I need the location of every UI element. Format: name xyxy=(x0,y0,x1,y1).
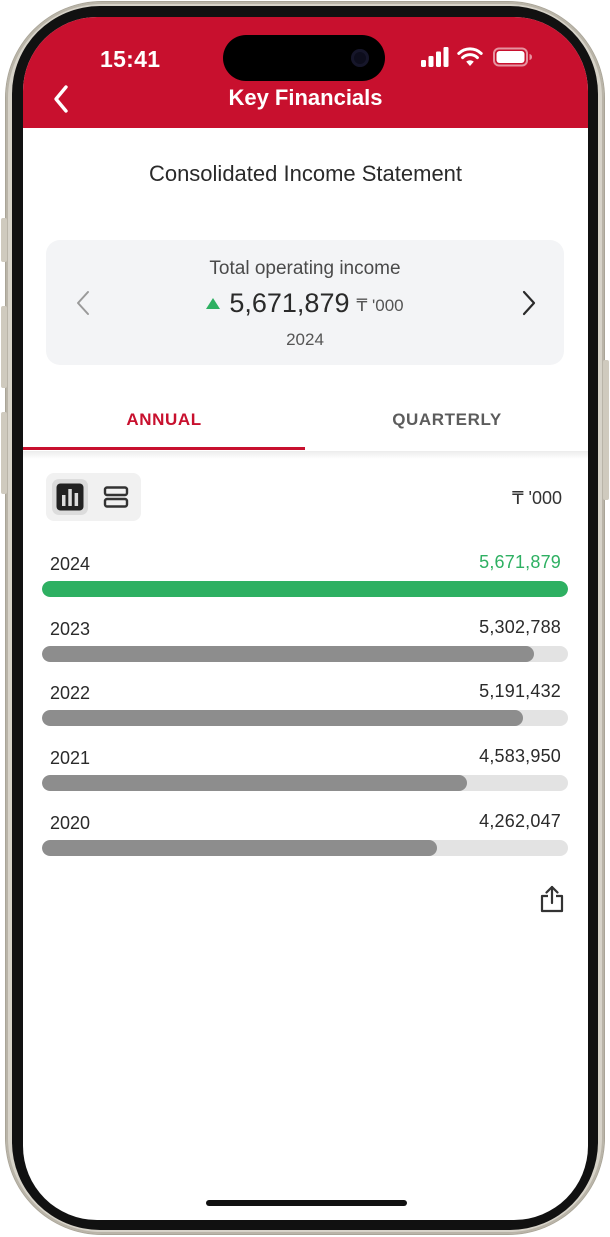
view-toggle xyxy=(46,473,141,521)
statement-title: Consolidated Income Statement xyxy=(148,161,463,186)
bar-fill xyxy=(42,710,523,726)
signal-icon xyxy=(421,47,449,72)
wifi-icon xyxy=(457,47,483,72)
bar-track xyxy=(42,646,568,662)
bar-row: 2022 5,191,432 xyxy=(42,681,568,743)
summary-card: Total operating income 5,671,879 ₸ '000 … xyxy=(46,240,564,365)
chevron-left-icon xyxy=(54,85,68,113)
bar-year-label: 2024 xyxy=(50,554,91,574)
metric-unit: ₸ '000 xyxy=(356,295,404,315)
power-button xyxy=(603,360,609,500)
bar-value-label: 5,302,788 xyxy=(479,617,561,637)
bar-year-label: 2020 xyxy=(50,813,91,833)
bar-value-label: 5,191,432 xyxy=(479,681,561,701)
tab-quarterly[interactable]: QUARTERLY xyxy=(392,409,502,429)
bar-row: 2024 5,671,879 xyxy=(42,552,568,614)
bar-year-label: 2022 xyxy=(50,683,91,703)
period-tabs: ANNUAL QUARTERLY xyxy=(23,391,588,451)
share-icon xyxy=(540,885,564,913)
bar-fill xyxy=(42,646,534,662)
chevron-right-icon xyxy=(522,290,536,316)
list-icon xyxy=(103,486,129,508)
chart-unit-label: ₸ '000 xyxy=(512,488,562,508)
bar-year-label: 2021 xyxy=(50,748,91,768)
bar-row: 2023 5,302,788 xyxy=(42,617,568,679)
app-header: 15:41 xyxy=(23,17,588,128)
action-button xyxy=(1,218,7,262)
list-view-button[interactable] xyxy=(98,479,134,515)
bar-chart-icon xyxy=(56,483,84,511)
next-metric-button[interactable] xyxy=(517,288,541,318)
home-indicator xyxy=(206,1200,407,1206)
bar-year-label: 2023 xyxy=(50,619,91,639)
metric-year: 2024 xyxy=(286,330,324,349)
bar-track xyxy=(42,710,568,726)
back-button[interactable] xyxy=(45,81,77,117)
tabs-divider xyxy=(23,451,588,459)
previous-metric-button[interactable] xyxy=(71,288,95,318)
screen: 15:41 xyxy=(23,17,588,1220)
bar-fill xyxy=(42,581,568,597)
dynamic-island xyxy=(223,35,385,81)
trend-up-icon xyxy=(206,298,221,309)
bar-value-label: 5,671,879 xyxy=(479,552,561,572)
bar-value-label: 4,262,047 xyxy=(479,811,561,831)
share-button[interactable] xyxy=(537,884,567,914)
metric-value-row: 5,671,879 ₸ '000 xyxy=(46,288,564,319)
metric-label: Total operating income xyxy=(209,258,401,279)
bar-fill xyxy=(42,775,467,791)
bar-fill xyxy=(42,840,437,856)
bar-row: 2021 4,583,950 xyxy=(42,746,568,808)
battery-icon xyxy=(493,47,533,72)
bar-track xyxy=(42,775,568,791)
chart-view-button[interactable] xyxy=(52,479,88,515)
bar-row: 2020 4,262,047 xyxy=(42,811,568,873)
tab-annual[interactable]: ANNUAL xyxy=(126,409,202,429)
volume-up-button xyxy=(1,306,7,388)
status-time: 15:41 xyxy=(100,46,161,72)
front-camera xyxy=(351,49,369,67)
bar-track xyxy=(42,840,568,856)
metric-value: 5,671,879 xyxy=(229,288,350,318)
bar-value-label: 4,583,950 xyxy=(479,746,561,766)
volume-down-button xyxy=(1,412,7,494)
active-tab-indicator xyxy=(23,447,305,450)
bar-track xyxy=(42,581,568,597)
header-title: Key Financials xyxy=(228,85,383,110)
chevron-left-icon xyxy=(77,291,89,315)
